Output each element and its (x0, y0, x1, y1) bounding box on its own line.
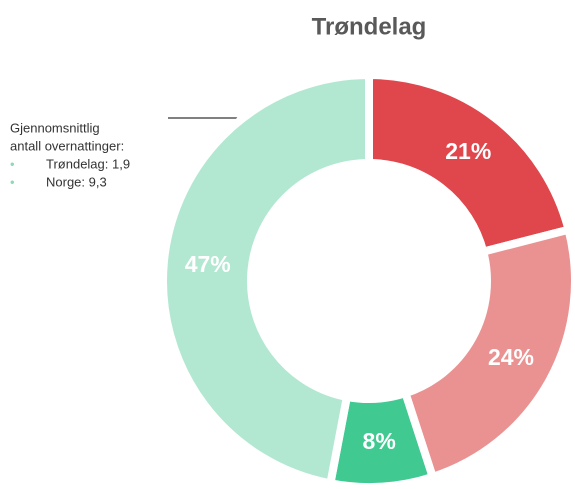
data-label: 8% (363, 428, 396, 454)
note-line: antall overnattinger: (10, 138, 124, 153)
chart-title: Trøndelag (312, 13, 427, 40)
note-line: Gjennomsnittlig (10, 120, 100, 135)
note-item: Norge: 9,3 (46, 174, 107, 189)
donut-segment (365, 70, 574, 257)
data-label: 24% (488, 344, 534, 370)
donut-segment (159, 70, 373, 489)
note-item: Trøndelag: 1,9 (46, 156, 130, 171)
donut-segment (400, 224, 575, 482)
data-label: 47% (185, 251, 231, 277)
bullet: • (10, 156, 15, 171)
data-label: 21% (445, 138, 491, 164)
bullet: • (10, 174, 15, 189)
